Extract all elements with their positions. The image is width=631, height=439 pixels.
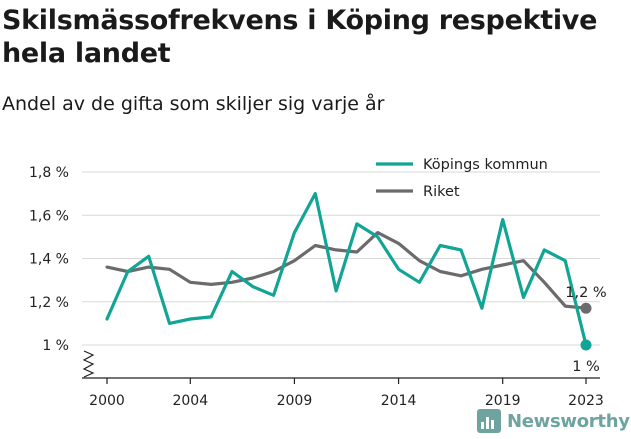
newsworthy-logo: Newsworthy xyxy=(476,408,630,434)
series-line-kommun xyxy=(105,192,588,347)
axis-break-icon xyxy=(82,350,95,378)
end-label-riket: 1,2 % xyxy=(565,285,606,301)
x-tick-label: 2000 xyxy=(89,393,125,409)
series-line-riket xyxy=(105,231,588,310)
x-tick-label: 2014 xyxy=(381,393,417,409)
x-tick-label: 2019 xyxy=(485,393,521,409)
legend-label-riket: Riket xyxy=(423,184,460,200)
y-tick-label: 1,8 % xyxy=(29,165,69,181)
y-tick-label: 1,2 % xyxy=(29,295,69,311)
x-tick-label: 2009 xyxy=(277,393,313,409)
x-tick-label: 2023 xyxy=(568,393,604,409)
chart-subtitle: Andel av de gifta som skiljer sig varje … xyxy=(2,93,385,115)
chart-title: Skilsmässofrekvens i Köping respektive h… xyxy=(2,5,598,69)
end-point-riket xyxy=(580,302,592,314)
x-tick-label: 2004 xyxy=(172,393,208,409)
end-point-kommun xyxy=(580,339,592,351)
y-tick-label: 1,4 % xyxy=(29,252,69,268)
newsworthy-logo-text: Newsworthy xyxy=(507,410,630,432)
legend-label-kommun: Köpings kommun xyxy=(423,157,548,173)
newsworthy-logo-icon xyxy=(477,409,501,433)
y-tick-label: 1 % xyxy=(42,338,69,354)
y-tick-label: 1,6 % xyxy=(29,208,69,224)
end-label-kommun: 1 % xyxy=(572,359,600,375)
